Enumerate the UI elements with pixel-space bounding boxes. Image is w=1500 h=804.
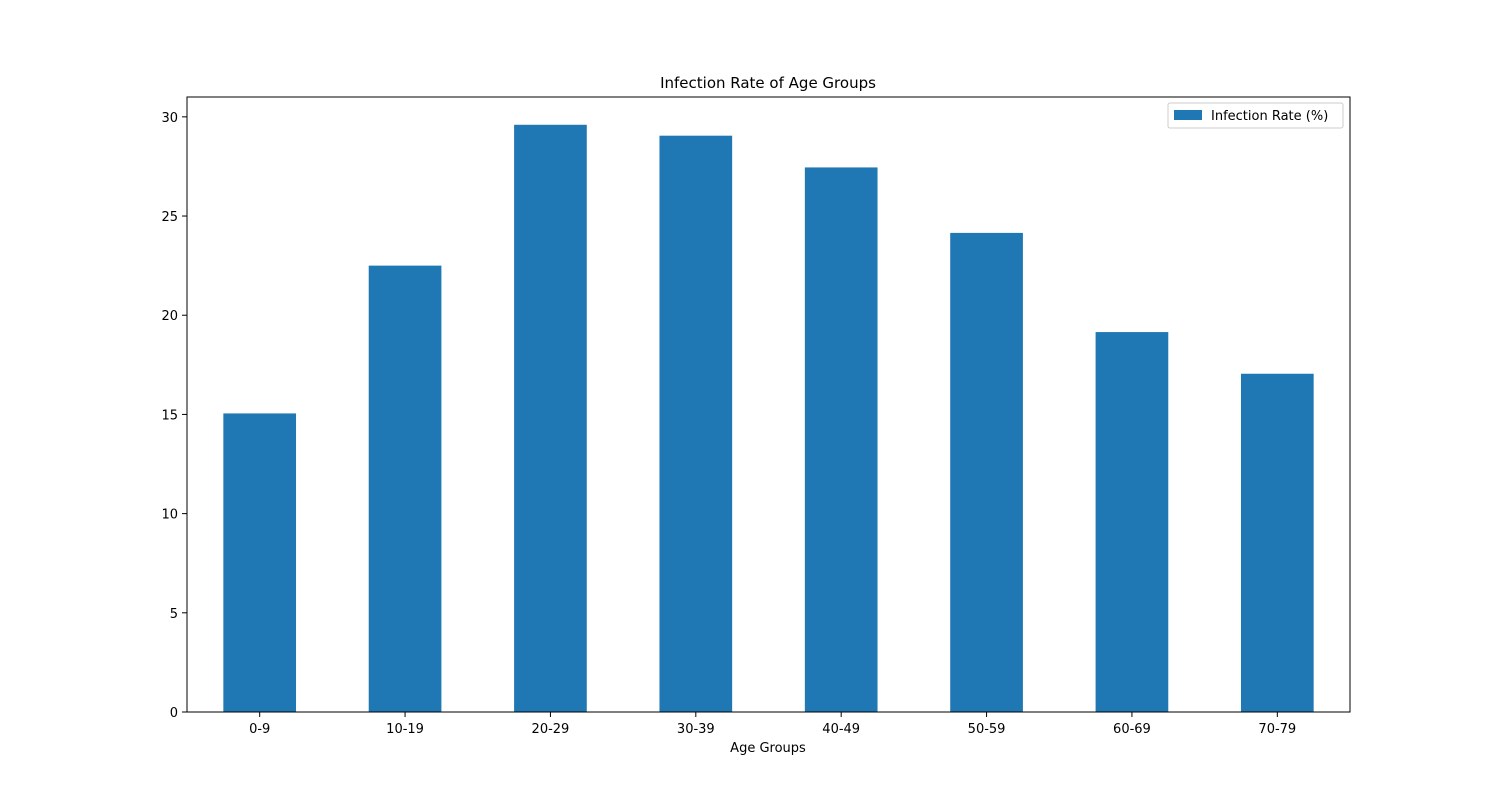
y-tick-label: 20 bbox=[161, 309, 178, 324]
y-tick-label: 25 bbox=[161, 210, 178, 225]
x-tick-label: 10-19 bbox=[386, 722, 424, 737]
x-tick-label: 20-29 bbox=[532, 722, 570, 737]
bar-60-69 bbox=[1095, 332, 1169, 712]
chart-title: Infection Rate of Age Groups bbox=[660, 74, 876, 92]
x-axis-ticks: 0-9 10-19 20-29 30-39 40-49 50-59 60-69 70-79 bbox=[249, 712, 1296, 737]
y-tick-label: 15 bbox=[161, 408, 178, 423]
plot-area-frame bbox=[186, 96, 1351, 713]
bar-10-19 bbox=[368, 265, 442, 712]
bar-0-9 bbox=[223, 413, 297, 712]
bar-20-29 bbox=[514, 124, 587, 713]
x-tick-label: 40-49 bbox=[822, 722, 860, 737]
x-axis-label: Age Groups bbox=[730, 741, 806, 756]
legend-label: Infection Rate (%) bbox=[1211, 109, 1328, 124]
x-tick-label: 50-59 bbox=[968, 722, 1006, 737]
x-tick-label: 70-79 bbox=[1258, 722, 1296, 737]
x-tick-label: 30-39 bbox=[677, 722, 715, 737]
y-tick-label: 30 bbox=[161, 111, 178, 126]
bar-40-49 bbox=[804, 167, 878, 712]
y-tick-label: 0 bbox=[170, 706, 178, 721]
y-tick-label: 10 bbox=[161, 508, 178, 523]
bar-30-39 bbox=[659, 135, 733, 712]
x-tick-label: 60-69 bbox=[1113, 722, 1151, 737]
legend-box bbox=[1167, 102, 1344, 129]
y-tick-label: 5 bbox=[170, 607, 178, 622]
bar-50-59 bbox=[950, 232, 1023, 713]
bars bbox=[223, 124, 1314, 713]
bar-70-79 bbox=[1240, 373, 1314, 712]
legend: Infection Rate (%) bbox=[1167, 102, 1344, 129]
y-axis-ticks: 0 5 10 15 20 25 30 bbox=[161, 111, 187, 721]
x-tick-label: 0-9 bbox=[249, 722, 270, 737]
legend-swatch bbox=[1174, 110, 1202, 120]
